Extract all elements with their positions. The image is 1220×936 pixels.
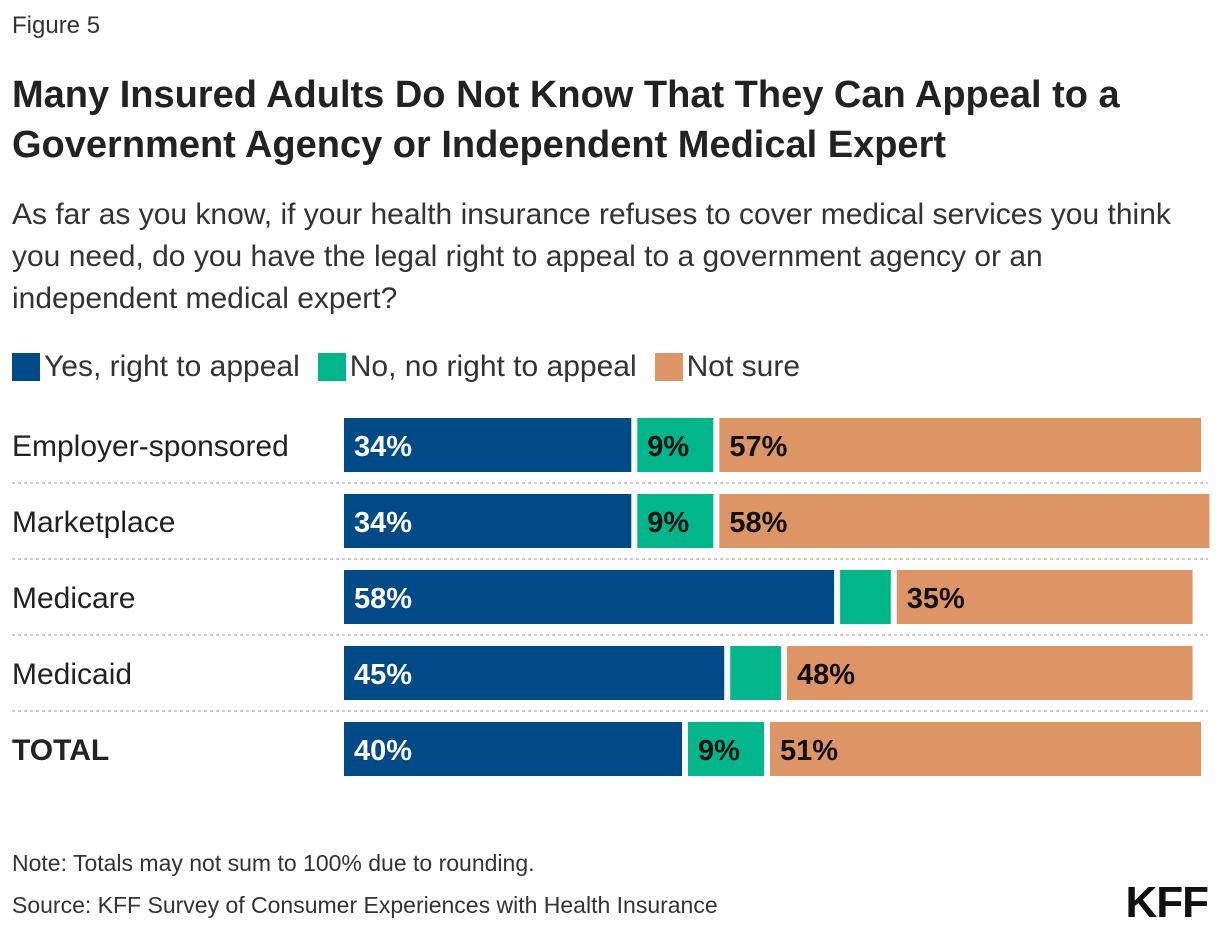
bar-segment [637, 494, 714, 548]
data-label: 48% [797, 659, 855, 691]
legend-item: No, no right to appeal [317, 350, 637, 384]
bar-segment [840, 570, 891, 624]
data-label: 58% [729, 507, 787, 539]
legend: Yes, right to appeal No, no right to appe… [12, 350, 800, 384]
bar-segment [719, 418, 1201, 472]
bar-segment [344, 418, 632, 472]
data-label: 34% [354, 431, 412, 463]
category-label: Marketplace [12, 506, 175, 539]
bar-chart: Employer-sponsored 34% 9% 57% Marketplace 34%… [12, 418, 1210, 776]
kff-logo: KFF [1125, 878, 1209, 927]
data-label: 58% [354, 583, 412, 615]
data-label: 57% [729, 431, 787, 463]
category-label: Medicare [12, 582, 135, 615]
bar-segment [344, 722, 682, 776]
bar-segment [730, 646, 781, 700]
legend-item: Not sure [654, 350, 801, 384]
legend-swatch [654, 353, 683, 381]
bar-segment [688, 722, 765, 776]
category-label: TOTAL [12, 734, 109, 767]
chart-title: Many Insured Adults Do Not Know That The… [12, 74, 1120, 166]
category-label: Employer-sponsored [12, 430, 289, 463]
legend-label: Not sure [686, 350, 801, 383]
data-label: 34% [354, 507, 412, 539]
bar-segment [719, 494, 1210, 548]
legend-item: Yes, right to appeal [12, 350, 300, 384]
bar-segment [344, 570, 835, 624]
legend-label: Yes, right to appeal [44, 350, 300, 383]
bar-segment [896, 570, 1193, 624]
bar-segment [770, 722, 1201, 776]
legend-label: No, no right to appeal [349, 350, 637, 383]
bar-segment [637, 418, 714, 472]
source: Source: KFF Survey of Consumer Experienc… [12, 892, 718, 918]
data-label: 40% [354, 735, 412, 767]
data-label: 9% [698, 735, 740, 767]
data-label: 51% [780, 735, 838, 767]
bar-segment [786, 646, 1193, 700]
data-label: 35% [907, 583, 965, 615]
legend-swatch [12, 353, 40, 381]
bar-segment [344, 646, 725, 700]
chart-subtitle: As far as you know, if your health insur… [12, 198, 1171, 315]
legend-swatch [317, 353, 346, 381]
figure-label: Figure 5 [12, 12, 101, 39]
bar-segment [344, 494, 632, 548]
category-label: Medicaid [12, 658, 132, 691]
data-label: 9% [647, 431, 689, 463]
data-label: 9% [647, 507, 689, 539]
data-label: 45% [354, 659, 412, 691]
note: Note: Totals may not sum to 100% due to … [12, 850, 535, 876]
